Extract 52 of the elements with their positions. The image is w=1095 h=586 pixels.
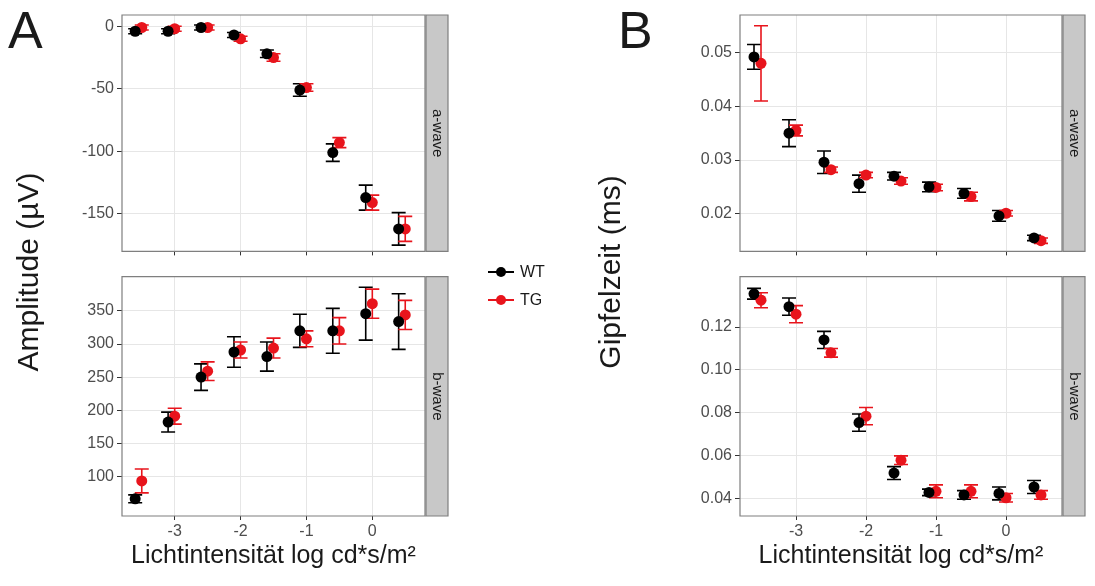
y-tick-label: 200 (87, 400, 115, 418)
legend-label: WT (520, 263, 545, 281)
x-axis-title: Lichtintensität log cd*s/m² (131, 540, 416, 569)
x-tick-label: -3 (167, 522, 182, 540)
point (393, 316, 405, 328)
y-tick-label: 0.05 (700, 43, 733, 61)
x-tick-label: -1 (928, 522, 944, 540)
y-tick-label: 0.08 (700, 403, 733, 421)
y-tick-label: 0.06 (700, 446, 733, 464)
text: B (618, 1, 653, 59)
point (261, 351, 273, 363)
point (195, 371, 207, 383)
y-tick-label: 250 (87, 367, 115, 385)
x-tick-label: -1 (299, 522, 314, 540)
y-tick-label: 0.10 (700, 360, 733, 378)
y-tick-label: 0.03 (700, 150, 733, 168)
text: a-wave (1066, 109, 1084, 158)
x-tick-label: -2 (858, 522, 874, 540)
x-tick-label: -3 (788, 522, 804, 540)
y-tick-label: -50 (90, 79, 115, 97)
point (294, 325, 306, 337)
y-tick-label: 0.02 (700, 204, 733, 222)
y-tick-label: 350 (87, 301, 115, 319)
x-axis-title: Lichtintensität log cd*s/m² (758, 540, 1044, 569)
x-tick-label: 0 (1001, 522, 1011, 540)
x-tick-label: 0 (367, 522, 377, 540)
point (393, 223, 405, 235)
point (360, 192, 372, 204)
x-tick-label: -2 (233, 522, 248, 540)
point (327, 325, 339, 337)
y-tick-label: 100 (87, 466, 115, 484)
text: a-wave (429, 109, 447, 158)
y-tick-label: 0.12 (700, 317, 733, 335)
point (755, 57, 767, 69)
point (783, 127, 795, 139)
point (748, 51, 760, 63)
legend-label: TG (520, 291, 543, 309)
y-tick-label: 300 (87, 334, 115, 352)
y-tick-label: -100 (81, 141, 115, 159)
text: A (8, 1, 43, 59)
point (360, 308, 372, 320)
y-tick-label: -150 (81, 204, 115, 222)
point (818, 156, 830, 168)
y-axis-title: Gipfelzeit (ms) (593, 175, 627, 369)
y-axis-title: Amplitude (µV) (11, 172, 45, 372)
y-tick-label: 0 (105, 16, 115, 34)
point (228, 346, 240, 358)
y-tick-label: 0.04 (700, 489, 733, 507)
y-tick-label: 0.04 (700, 96, 733, 114)
y-tick-label: 150 (87, 433, 115, 451)
text: b-wave (1066, 372, 1084, 421)
text: b-wave (429, 372, 447, 421)
